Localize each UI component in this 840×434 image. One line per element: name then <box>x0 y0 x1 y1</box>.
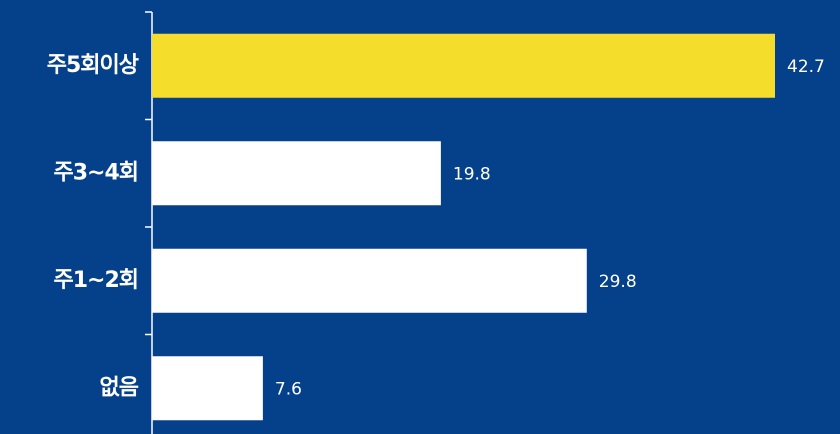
bar <box>152 356 263 421</box>
bar <box>152 141 441 206</box>
value-label: 19.8 <box>453 164 491 184</box>
category-label: 주1~2회 <box>53 268 138 293</box>
bar <box>152 33 775 98</box>
category-label: 주5회이상 <box>47 53 139 78</box>
category-label: 주3~4회 <box>53 160 138 185</box>
value-label: 7.6 <box>275 379 302 399</box>
value-label: 29.8 <box>599 272 637 292</box>
bar <box>152 248 587 313</box>
category-label: 없음 <box>100 375 139 400</box>
value-label: 42.7 <box>787 57 825 77</box>
